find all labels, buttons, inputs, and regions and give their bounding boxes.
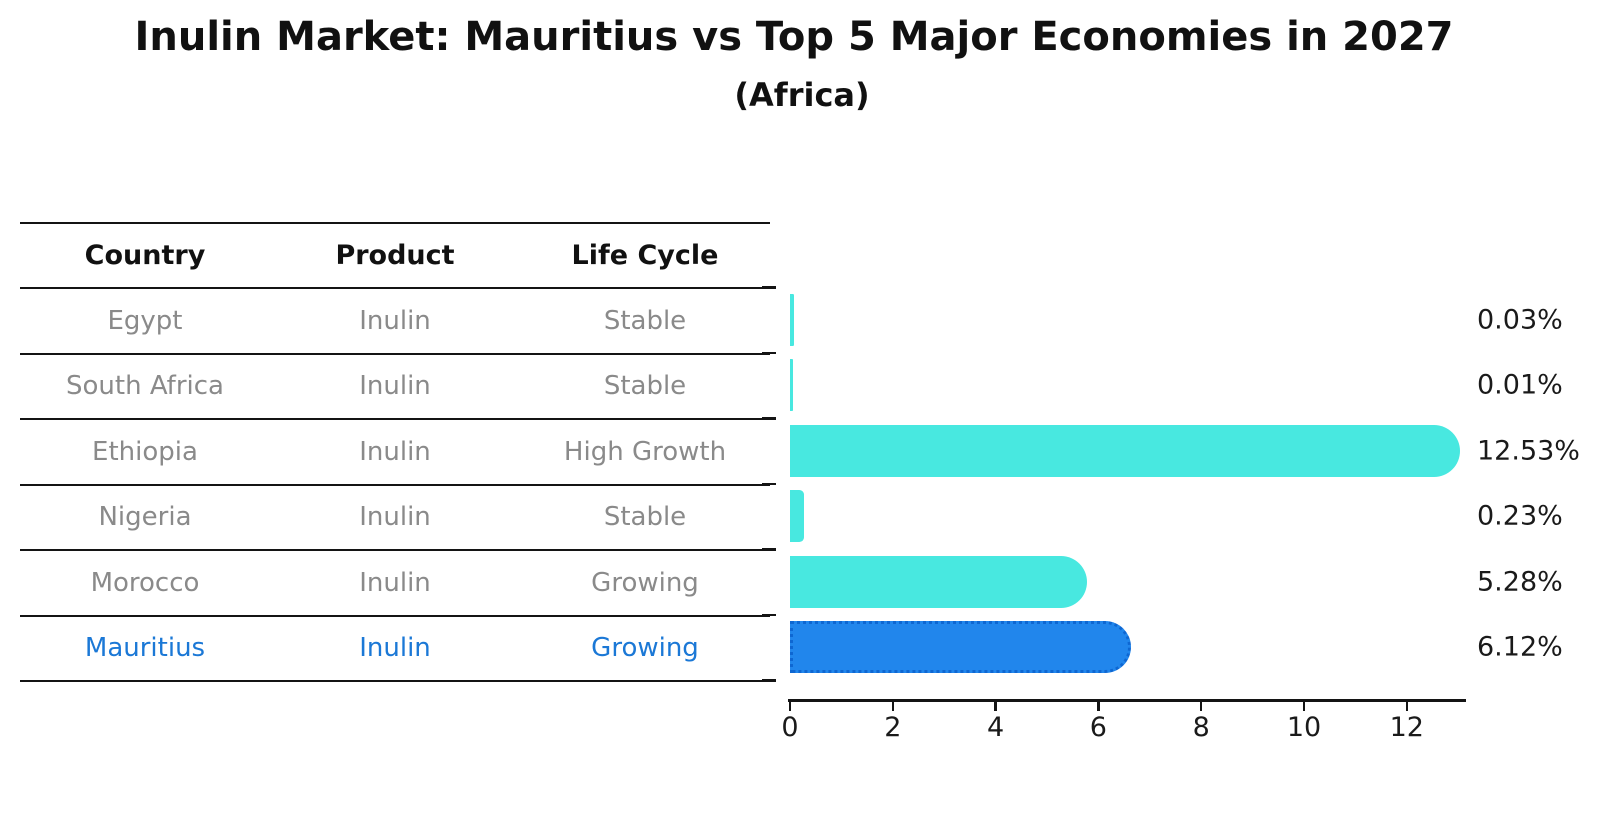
cell-country-morocco: Morocco	[90, 567, 200, 598]
x-tick-0	[788, 701, 792, 711]
x-tick-label-10: 10	[1286, 712, 1322, 743]
cell-product-nigeria: Inulin	[359, 502, 431, 533]
x-tick-label-8: 8	[1192, 712, 1210, 743]
value-label-morocco: 5.28%	[1477, 566, 1563, 598]
cell-product-egypt: Inulin	[359, 305, 431, 336]
cell-life-cycle-morocco: Growing	[591, 567, 699, 598]
cell-country-egypt: Egypt	[107, 305, 183, 336]
x-tick-8	[1199, 701, 1203, 711]
table-row-morocco: Morocco Inulin Growing	[20, 551, 770, 617]
x-tick-label-6: 6	[1089, 712, 1107, 743]
x-tick-label-4: 4	[987, 712, 1005, 743]
y-tick-dash	[762, 548, 776, 551]
value-label-ethiopia: 12.53%	[1477, 435, 1580, 467]
x-axis-line	[788, 699, 1466, 702]
chart-subtitle: (Africa)	[734, 76, 870, 114]
y-tick-dash	[762, 613, 776, 616]
table-header-row: Country Product Life Cycle	[20, 224, 770, 289]
cell-product-south-africa: Inulin	[359, 371, 431, 402]
column-header-life-cycle: Life Cycle	[571, 240, 719, 271]
x-tick-label-2: 2	[884, 712, 902, 743]
bar-morocco	[790, 555, 1088, 608]
y-tick-dash	[762, 417, 776, 420]
column-header-product: Product	[335, 240, 455, 271]
y-tick-dash	[762, 482, 776, 485]
y-tick-dash	[762, 679, 776, 682]
x-tick-label-12: 12	[1389, 712, 1424, 743]
cell-life-cycle-egypt: Stable	[603, 305, 687, 336]
x-tick-label-0: 0	[781, 712, 799, 743]
column-header-country: Country	[84, 240, 206, 271]
cell-life-cycle-nigeria: Stable	[603, 502, 687, 533]
bar-egypt	[790, 293, 794, 346]
cell-life-cycle-ethiopia: High Growth	[563, 436, 727, 467]
x-tick-6	[1097, 701, 1100, 711]
bar-ethiopia	[790, 424, 1461, 477]
y-tick-dash	[762, 286, 776, 289]
cell-country-south-africa: South Africa	[66, 371, 224, 402]
bar-mauritius	[790, 621, 1131, 674]
cell-country-mauritius: Mauritius	[84, 633, 206, 664]
table-row-mauritius: Mauritius Inulin Growing	[20, 617, 770, 682]
x-tick-2	[891, 701, 895, 711]
cell-country-nigeria: Nigeria	[98, 502, 192, 533]
cell-life-cycle-mauritius: Growing	[591, 633, 699, 664]
y-tick-dash	[762, 351, 776, 354]
x-tick-4	[994, 701, 997, 711]
chart-title: Inulin Market: Mauritius vs Top 5 Major …	[134, 14, 1454, 60]
country-table: Country Product Life Cycle Egypt Inulin St…	[20, 222, 770, 682]
cell-product-mauritius: Inulin	[359, 633, 431, 664]
bar-south-africa	[790, 359, 793, 412]
value-label-egypt: 0.03%	[1477, 304, 1563, 336]
table-row-ethiopia: Ethiopia Inulin High Growth	[20, 420, 770, 486]
x-tick-12	[1405, 701, 1409, 711]
x-tick-10	[1302, 701, 1306, 711]
cell-product-morocco: Inulin	[359, 567, 431, 598]
table-row-nigeria: Nigeria Inulin Stable	[20, 486, 770, 551]
value-label-nigeria: 0.23%	[1477, 500, 1563, 532]
table-row-egypt: Egypt Inulin Stable	[20, 289, 770, 355]
bar-nigeria	[790, 490, 804, 543]
cell-product-ethiopia: Inulin	[359, 436, 431, 467]
value-label-south-africa: 0.01%	[1477, 369, 1563, 401]
cell-life-cycle-south-africa: Stable	[603, 371, 687, 402]
cell-country-ethiopia: Ethiopia	[92, 436, 198, 467]
table-row-south-africa: South Africa Inulin Stable	[20, 355, 770, 420]
value-label-mauritius: 6.12%	[1477, 631, 1563, 663]
